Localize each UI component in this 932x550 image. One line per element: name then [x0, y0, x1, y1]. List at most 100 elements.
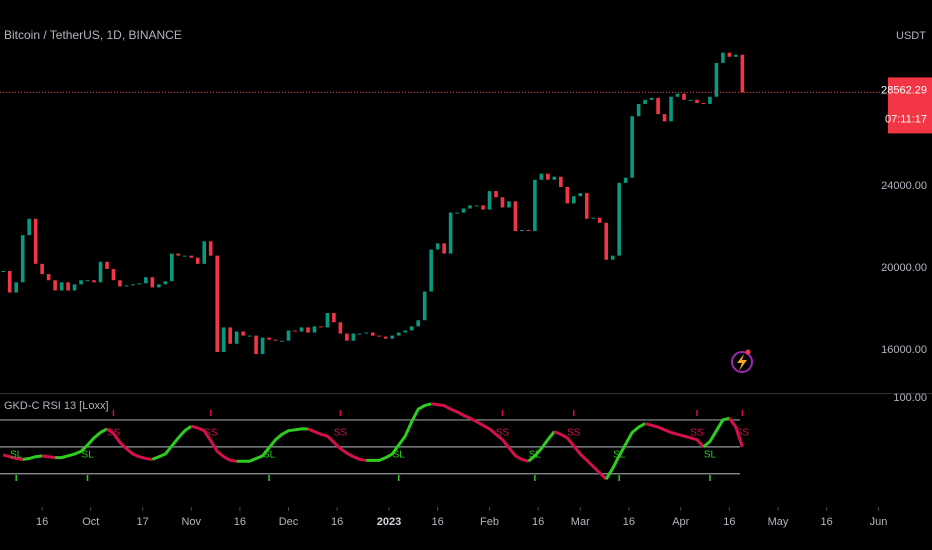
candle: [170, 253, 174, 282]
indicator-line: [2, 453, 23, 461]
candle: [325, 313, 330, 328]
x-tick-label: 16: [331, 516, 343, 528]
candle: [714, 62, 719, 97]
candle: [552, 176, 557, 180]
candle: [559, 176, 563, 187]
candle: [643, 99, 647, 104]
candle: [734, 54, 738, 57]
candle: [701, 102, 706, 104]
candle: [27, 218, 31, 236]
countdown: 07:11:17: [885, 113, 927, 125]
candle: [546, 173, 550, 180]
candle: [494, 191, 498, 198]
candle: [649, 97, 654, 100]
indicator-title: GKD-C RSI 13 [Loxx]: [4, 400, 109, 412]
candle: [267, 337, 271, 340]
candle: [66, 282, 70, 291]
indicator-line: [41, 454, 56, 460]
x-tick-label: 16: [432, 516, 444, 528]
candle: [312, 326, 317, 333]
candle: [623, 177, 628, 183]
candle: [571, 196, 576, 204]
signal-label: SS: [690, 428, 704, 439]
signal-label: SL: [613, 450, 626, 461]
candle: [377, 335, 382, 337]
candle: [351, 333, 356, 341]
candle: [617, 182, 621, 256]
candle: [92, 280, 96, 283]
last-price-label: 28562.29: [881, 84, 927, 96]
candle: [85, 280, 90, 282]
icon: [731, 349, 753, 373]
candle: [105, 261, 109, 269]
candle: [669, 96, 673, 122]
candle: [182, 255, 187, 257]
candle: [293, 330, 297, 332]
candle: [137, 283, 142, 285]
x-tick-label: 16: [234, 516, 246, 528]
x-tick-label: Jun: [870, 516, 888, 528]
candle: [144, 277, 148, 284]
candle: [429, 249, 433, 292]
candle: [111, 268, 116, 281]
candle: [260, 337, 265, 355]
candle: [286, 330, 291, 341]
y-tick-label: 16000.00: [881, 344, 927, 356]
candle: [79, 280, 83, 285]
x-tick-label: 16: [36, 516, 48, 528]
indicator-line: [190, 424, 237, 463]
candle: [150, 277, 155, 288]
candle: [468, 205, 472, 209]
candle: [695, 99, 699, 103]
signal-label: SL: [529, 450, 542, 461]
signal-label: SS: [736, 428, 750, 439]
candle: [176, 253, 181, 256]
candle: [656, 97, 660, 115]
candle: [708, 96, 712, 104]
candle: [487, 191, 492, 210]
candle: [403, 330, 408, 333]
indicator-line: [728, 417, 744, 448]
indicator-line: [604, 422, 646, 480]
indicator-line: [55, 427, 108, 460]
x-tick-label: 17: [137, 516, 149, 528]
candle: [396, 332, 401, 336]
candle: [584, 193, 589, 219]
indicator-line: [307, 427, 367, 462]
signal-label: SS: [567, 428, 581, 439]
candle: [448, 212, 453, 254]
candle: [254, 335, 258, 355]
signal-label: SL: [10, 450, 23, 461]
candle: [371, 332, 375, 336]
x-tick-label: Mar: [571, 516, 590, 528]
candle: [163, 281, 168, 285]
candle: [299, 327, 304, 332]
candle: [72, 284, 77, 291]
candle: [202, 241, 207, 264]
candle: [40, 263, 44, 275]
candle: [14, 282, 19, 293]
candle: [520, 230, 524, 232]
signal-label: SS: [107, 428, 121, 439]
candle: [455, 212, 459, 214]
signal-label: SS: [204, 428, 218, 439]
candle: [20, 235, 25, 283]
candle: [526, 230, 531, 232]
candle: [507, 201, 511, 208]
indicator-line: [644, 422, 705, 448]
candle: [597, 217, 602, 223]
indicator-line: [553, 430, 608, 481]
x-tick-label: May: [768, 516, 789, 528]
candle: [721, 52, 725, 63]
candle: [280, 340, 284, 342]
candle: [604, 222, 609, 260]
candle: [221, 327, 226, 352]
indicator-line: [527, 430, 556, 463]
candle: [98, 261, 103, 283]
candle: [157, 284, 161, 288]
candle: [358, 333, 362, 335]
candle: [53, 280, 57, 291]
candle: [345, 333, 349, 341]
x-tick-label: Dec: [279, 516, 299, 528]
